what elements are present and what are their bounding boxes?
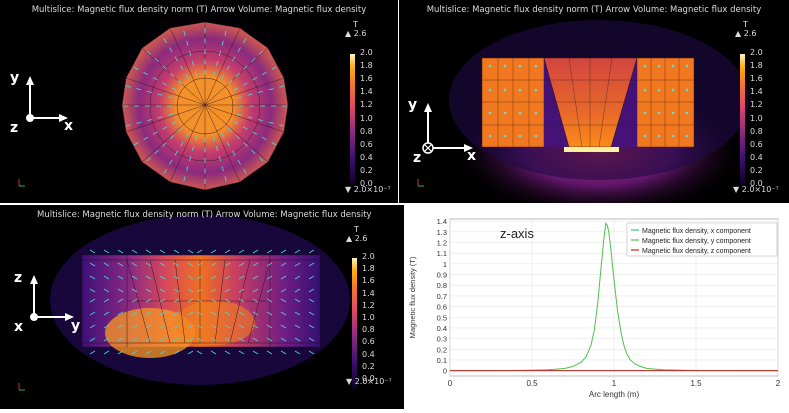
legend-entry: Magnetic flux density, y component bbox=[642, 238, 751, 245]
axis-label-z: z bbox=[413, 150, 422, 166]
x-tick-label: 1 bbox=[612, 379, 617, 388]
y-axis-label: Magnetic flux density (T) bbox=[408, 256, 417, 338]
plot-3-title: Multislice: Magnetic flux density norm (… bbox=[37, 210, 372, 220]
y-tick-label: 0.8 bbox=[437, 281, 447, 290]
colorbar-1 bbox=[350, 54, 355, 185]
colorbar-tick: 1.8 bbox=[750, 61, 763, 71]
colorbar-tick: 0.2 bbox=[362, 361, 375, 371]
colorbar-tick: 0.6 bbox=[750, 139, 763, 149]
axis-label-x: x bbox=[14, 319, 24, 335]
y-tick-label: 1.3 bbox=[437, 228, 447, 237]
plot-1-title: Multislice: Magnetic flux density norm (… bbox=[31, 5, 367, 15]
colorbar-tick: 1.2 bbox=[362, 300, 375, 310]
colorbar-min: ▼ 2.0×10⁻⁷ bbox=[346, 377, 392, 386]
colorbar-tick: 1.0 bbox=[750, 113, 763, 123]
colorbar-max: ▲ 2.6 bbox=[346, 234, 368, 243]
colorbar-tick: 1.4 bbox=[360, 87, 373, 97]
colorbar-tick: 0.4 bbox=[360, 152, 373, 162]
y-tick-label: 0.6 bbox=[437, 303, 447, 312]
plot-2-title: Multislice: Magnetic flux density norm (… bbox=[426, 5, 762, 15]
axis-label-z: z bbox=[14, 270, 23, 286]
colorbar-tick: 0.6 bbox=[362, 337, 375, 347]
plot-1-canvas bbox=[18, 0, 355, 203]
plot-panel-2[interactable]: Multislice: Magnetic flux density norm (… bbox=[399, 0, 789, 203]
axis-triad-3 bbox=[30, 275, 74, 321]
line-chart: 0 0.5 1 1.5 200.10.20.30.40.50.60.70.80.911.… bbox=[408, 217, 781, 399]
colorbar-max: ▲ 2.6 bbox=[345, 29, 367, 38]
plot-panel-1[interactable]: Multislice: Magnetic flux density norm (… bbox=[0, 0, 398, 203]
colorbar-tick: 1.4 bbox=[750, 87, 763, 97]
colorbar-min: ▼ 2.0×10⁻⁷ bbox=[733, 185, 779, 194]
colorbar-tick: 0.0 bbox=[360, 179, 373, 188]
colorbar-tick: 1.6 bbox=[362, 276, 375, 286]
colorbar-tick: 1.0 bbox=[362, 313, 375, 322]
y-tick-label: 0.3 bbox=[437, 335, 447, 344]
colorbar-tick: 2.0 bbox=[750, 48, 763, 57]
y-tick-label: 0.5 bbox=[437, 313, 447, 322]
x-tick-label: 0.5 bbox=[526, 379, 538, 388]
axis-label-y: y bbox=[408, 97, 418, 113]
colorbar-tick: 2.0 bbox=[362, 252, 375, 261]
axis-triad-2 bbox=[422, 103, 473, 154]
x-tick-label: 1.5 bbox=[690, 379, 702, 388]
colorbar-tick: 0.4 bbox=[750, 152, 763, 162]
colorbar-tick: 1.6 bbox=[750, 74, 763, 84]
colorbar-max: ▲ 2.6 bbox=[735, 29, 757, 38]
axis-label-y: y bbox=[10, 70, 20, 86]
x-axis-label: Arc length (m) bbox=[589, 390, 640, 399]
y-tick-label: 1.4 bbox=[437, 217, 447, 226]
axis-triad-1 bbox=[26, 76, 68, 122]
colorbar-tick: 1.6 bbox=[360, 74, 373, 84]
line-chart-panel[interactable]: 0 0.5 1 1.5 2 0 0.1 0.2 0.3 0.4 0.5 0.6 0.7 0.8 0.9 1 1.… bbox=[405, 205, 789, 409]
x-tick-label: 0 bbox=[448, 379, 453, 388]
y-tick-label: 0 bbox=[443, 367, 447, 376]
plot-3-canvas bbox=[18, 215, 357, 391]
colorbar-tick: 1.8 bbox=[360, 61, 373, 71]
colorbar-tick: 1.8 bbox=[362, 264, 375, 274]
colorbar-tick: 1.2 bbox=[360, 100, 373, 110]
colorbar-tick: 2.0 bbox=[360, 48, 373, 57]
y-tick-label: 0.9 bbox=[437, 271, 447, 280]
colorbar-tick: 0.0 bbox=[750, 179, 763, 188]
colorbar-unit: T bbox=[743, 20, 748, 29]
colorbar-tick: 0.8 bbox=[360, 126, 373, 136]
colorbar-min: ▼ 2.0×10⁻⁷ bbox=[345, 185, 391, 194]
legend-box bbox=[626, 222, 778, 257]
right-magnet bbox=[636, 57, 695, 148]
colorbar-3 bbox=[352, 258, 357, 389]
colorbar-tick: 0.8 bbox=[362, 325, 375, 335]
y-tick-label: 1.2 bbox=[437, 238, 447, 247]
y-tick-label: 0.4 bbox=[437, 324, 447, 333]
colorbar-tick: 1.2 bbox=[750, 100, 763, 110]
axis-label-y: y bbox=[71, 318, 81, 334]
colorbar-tick: 0.8 bbox=[750, 126, 763, 136]
colorbar-2 bbox=[740, 54, 745, 185]
y-tick-label: 1.1 bbox=[437, 249, 447, 258]
colorbar-tick: 0.2 bbox=[360, 165, 373, 175]
axis-label-z: z bbox=[10, 120, 19, 136]
x-tick-label: 2 bbox=[776, 379, 781, 388]
y-tick-label: 0.2 bbox=[437, 345, 447, 354]
plot-2-canvas bbox=[417, 20, 749, 203]
axis-label-x: x bbox=[467, 148, 477, 164]
series-line-2 bbox=[450, 222, 779, 372]
y-tick-label: 0.1 bbox=[437, 356, 447, 365]
legend-entry: Magnetic flux density, z component bbox=[642, 248, 751, 255]
colorbar-tick: 1.0 bbox=[360, 113, 373, 123]
colorbar-tick: 0.2 bbox=[750, 165, 763, 175]
colorbar-tick: 0.4 bbox=[362, 349, 375, 359]
colorbar-tick: 0.0 bbox=[362, 374, 375, 383]
colorbar-tick: 0.6 bbox=[360, 139, 373, 149]
y-tick-label: 0.7 bbox=[437, 292, 447, 301]
plot-panel-3[interactable]: Multislice: Magnetic flux density norm (… bbox=[0, 205, 404, 409]
colorbar-tick: 1.4 bbox=[362, 288, 375, 298]
y-tick-label: 1 bbox=[443, 260, 447, 269]
axis-label-x: x bbox=[64, 118, 74, 134]
chart-annotation: z-axis bbox=[500, 226, 534, 241]
colorbar-unit: T bbox=[353, 20, 358, 29]
colorbar-unit: T bbox=[354, 225, 359, 234]
legend-entry: Magnetic flux density, x component bbox=[642, 228, 751, 235]
